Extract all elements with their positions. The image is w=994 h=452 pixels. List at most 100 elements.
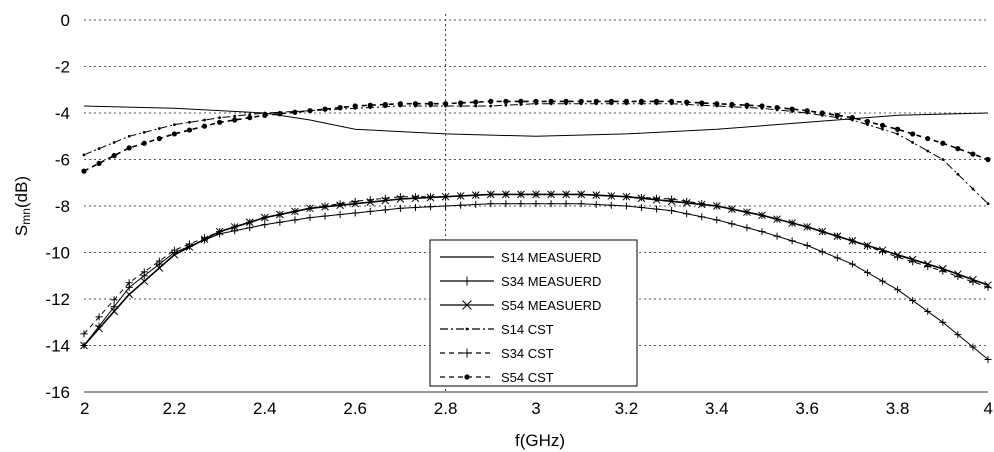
series-marker <box>231 223 239 231</box>
series-marker <box>321 212 329 220</box>
series-marker <box>427 203 435 211</box>
series-marker <box>894 286 902 294</box>
series-marker <box>622 202 630 210</box>
x-tick-label: 3.4 <box>705 399 729 418</box>
series-marker <box>532 190 540 198</box>
x-tick-label: 2 <box>80 399 89 418</box>
series-marker <box>442 193 450 201</box>
y-tick-label: 0 <box>61 11 70 30</box>
series-marker <box>879 277 887 285</box>
series-marker <box>637 204 645 212</box>
y-tick-label: -6 <box>55 151 70 170</box>
series-marker <box>743 208 751 216</box>
series-marker <box>352 103 358 109</box>
series-marker <box>442 202 450 210</box>
series-marker <box>474 104 478 108</box>
series-marker <box>306 204 314 212</box>
series-marker <box>653 205 661 213</box>
series-marker <box>683 197 691 205</box>
series-marker <box>834 112 840 118</box>
series-marker <box>291 207 299 215</box>
series-marker <box>849 115 856 121</box>
series-marker <box>381 206 389 214</box>
series-marker <box>623 98 630 104</box>
series-marker <box>774 104 780 111</box>
series-marker <box>125 290 134 299</box>
series-marker <box>562 190 570 198</box>
series-marker <box>759 103 765 109</box>
series-marker <box>382 101 388 108</box>
series-marker <box>458 100 464 106</box>
series-marker <box>819 110 825 116</box>
series-marker <box>969 278 977 286</box>
legend: S14 MEASUERD S34 MEASUERD S54 MEASUERD S14 … <box>429 239 638 387</box>
series-marker <box>911 141 915 144</box>
series-marker <box>502 190 510 198</box>
series-marker <box>203 118 206 122</box>
series-marker <box>306 214 314 222</box>
tick-labels: 0 -2 -4 -6 -8 -10 -12 -14 -16 2 2.2 2.4 2.6 2.8 3 3.2 3.… <box>45 11 993 418</box>
y-tick-label: -16 <box>45 383 70 402</box>
series-marker <box>818 228 826 236</box>
series-marker <box>608 98 614 104</box>
series-marker <box>487 200 495 208</box>
legend-label: S14 MEASUERD <box>501 250 601 265</box>
series-marker <box>909 297 917 305</box>
series-marker <box>201 123 208 129</box>
series-marker <box>96 160 102 166</box>
legend-entry: S34 MEASUERD <box>440 274 601 289</box>
series-marker <box>82 153 86 157</box>
series-marker <box>593 98 599 104</box>
series-marker <box>488 98 494 104</box>
series-marker <box>473 99 479 105</box>
series-marker <box>668 207 676 215</box>
x-tick-label: 4 <box>984 399 993 418</box>
series-marker <box>653 98 660 104</box>
series-marker <box>517 200 525 208</box>
series-marker <box>713 216 721 224</box>
y-axis-title-main: S <box>12 225 31 236</box>
series-marker <box>956 172 960 176</box>
series-marker <box>337 104 343 111</box>
series-layer <box>80 98 992 363</box>
series-marker <box>185 240 193 248</box>
series-marker <box>186 127 193 133</box>
series-marker <box>743 224 751 232</box>
series-marker <box>110 296 118 304</box>
series-marker <box>653 194 661 202</box>
legend-entry: S54 MEASUERD <box>440 298 601 313</box>
series-marker <box>728 205 736 213</box>
series-marker <box>126 145 132 151</box>
series-marker <box>563 98 569 104</box>
series-marker <box>970 151 976 157</box>
series-marker <box>367 102 373 108</box>
series-marker <box>457 192 465 200</box>
series-marker <box>112 141 116 144</box>
series-5 <box>80 190 992 338</box>
x-axis-title: f(GHz) <box>515 431 565 450</box>
series-marker <box>788 237 796 245</box>
series-marker <box>955 146 961 152</box>
series-marker <box>939 318 947 326</box>
series-marker <box>864 118 871 125</box>
series-marker <box>262 112 268 118</box>
series-marker <box>396 193 404 201</box>
series-marker <box>140 268 148 276</box>
series-marker <box>457 201 465 209</box>
series-marker <box>276 218 284 226</box>
series-marker <box>939 267 947 275</box>
legend-entry: S14 CST <box>440 322 554 337</box>
series-marker <box>472 200 480 208</box>
series-marker <box>714 101 720 107</box>
series-marker <box>443 101 449 107</box>
series-marker <box>156 135 162 142</box>
series-marker <box>171 131 177 137</box>
series-marker <box>142 130 146 134</box>
series-marker <box>969 343 977 351</box>
x-tick-label: 3.2 <box>615 399 639 418</box>
series-marker <box>924 307 932 315</box>
series-marker <box>141 140 147 146</box>
series-marker <box>758 228 766 236</box>
series-marker <box>863 269 871 277</box>
series-marker <box>218 116 222 120</box>
